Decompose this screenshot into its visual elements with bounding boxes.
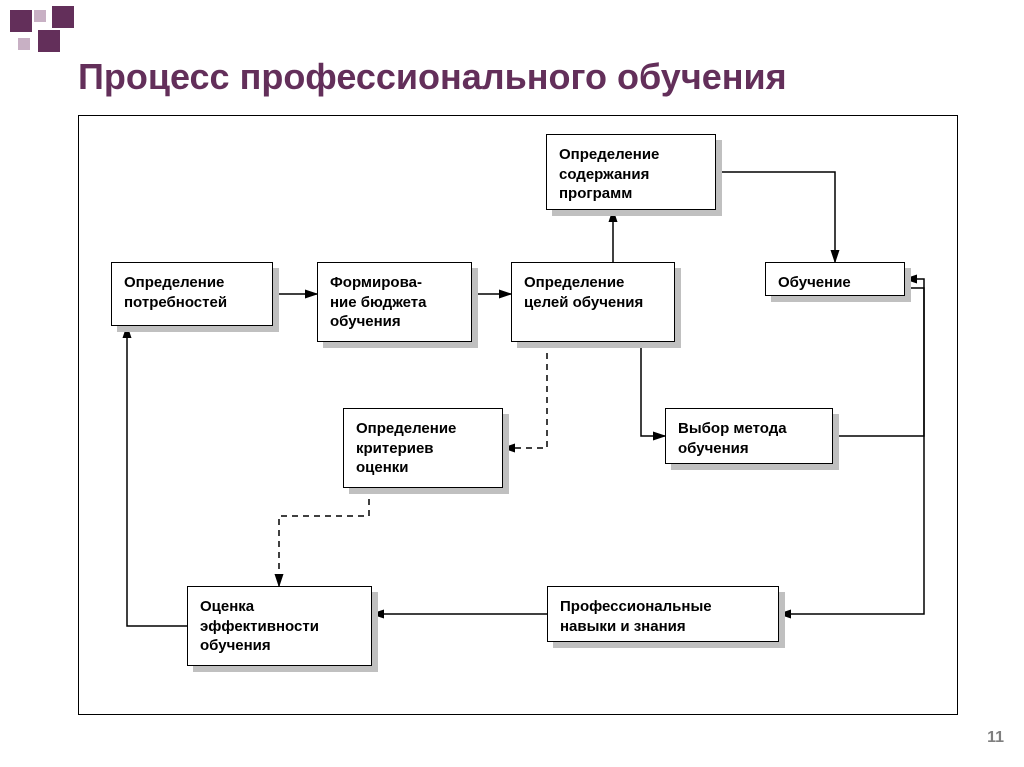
- flowchart-canvas: Определение потребностей Формирова-ние бю…: [78, 115, 958, 715]
- edge-n3-n7: [641, 342, 665, 436]
- flow-node-n8: Профессиональные навыки и знания: [547, 586, 779, 642]
- deco-square: [52, 6, 74, 28]
- flow-node-n5: Обучение: [765, 262, 905, 296]
- deco-square: [18, 38, 30, 50]
- flow-node-n6: Определение критериев оценки: [343, 408, 503, 488]
- flow-node-n4: Определение содержания программ: [546, 134, 716, 210]
- node-box: Выбор метода обучения: [665, 408, 833, 464]
- edge-n6-n9: [279, 488, 369, 586]
- node-box: Определение потребностей: [111, 262, 273, 326]
- node-box: Определение содержания программ: [546, 134, 716, 210]
- node-box: Оценка эффективности обучения: [187, 586, 372, 666]
- flow-node-n1: Определение потребностей: [111, 262, 273, 326]
- deco-square: [34, 10, 46, 22]
- node-box: Определение критериев оценки: [343, 408, 503, 488]
- node-box: Обучение: [765, 262, 905, 296]
- flow-node-n9: Оценка эффективности обучения: [187, 586, 372, 666]
- page-number: 11: [987, 729, 1004, 747]
- edge-n7-n5: [833, 279, 924, 436]
- page-title: Процесс профессионального обучения: [78, 56, 787, 98]
- edge-n4-n5: [716, 172, 835, 262]
- flow-node-n3: Определение целей обучения: [511, 262, 675, 342]
- edge-n9-n1: [127, 326, 187, 626]
- flow-node-n7: Выбор метода обучения: [665, 408, 833, 464]
- node-box: Формирова-ние бюджета обучения: [317, 262, 472, 342]
- node-box: Определение целей обучения: [511, 262, 675, 342]
- deco-square: [38, 30, 60, 52]
- flow-node-n2: Формирова-ние бюджета обучения: [317, 262, 472, 342]
- deco-square: [10, 10, 32, 32]
- edge-n3-n6: [503, 342, 547, 448]
- node-box: Профессиональные навыки и знания: [547, 586, 779, 642]
